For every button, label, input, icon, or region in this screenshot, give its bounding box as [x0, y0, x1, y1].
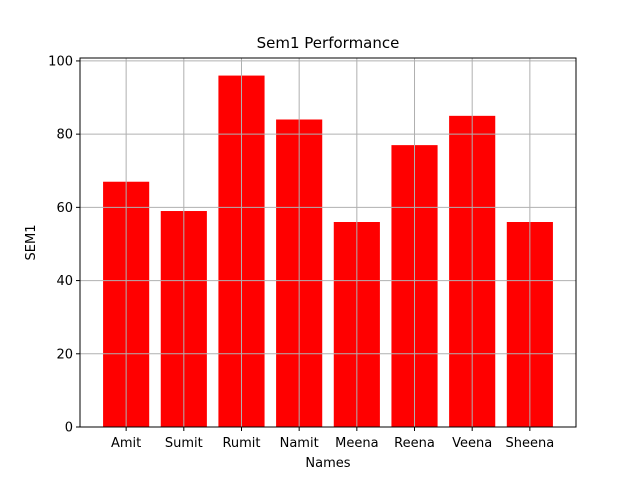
- y-tick-label: 80: [56, 128, 73, 143]
- y-tick-label: 100: [48, 54, 73, 69]
- x-tick-label: Sheena: [506, 436, 555, 451]
- chart-title: Sem1 Performance: [257, 34, 400, 52]
- x-tick-label: Reena: [394, 436, 435, 451]
- x-tick-label: Rumit: [222, 436, 260, 451]
- x-axis-label: Names: [305, 456, 350, 471]
- tick-layer: 0 20 40 60 80 100 Amit Sumit Rumit Namit Meena Reen…: [48, 54, 554, 451]
- y-axis-label: SEM1: [24, 225, 39, 261]
- x-tick-label: Amit: [111, 436, 141, 451]
- x-tick-label: Meena: [335, 436, 378, 451]
- y-tick-label: 60: [56, 201, 73, 216]
- x-tick-label: Namit: [280, 436, 319, 451]
- y-tick-label: 0: [65, 421, 73, 436]
- y-tick-label: 20: [56, 347, 73, 362]
- x-tick-label: Sumit: [165, 436, 203, 451]
- y-tick-label: 40: [56, 274, 73, 289]
- plot-frame: [79, 57, 577, 428]
- grid-layer: [80, 58, 576, 428]
- x-tick-label: Veena: [452, 436, 492, 451]
